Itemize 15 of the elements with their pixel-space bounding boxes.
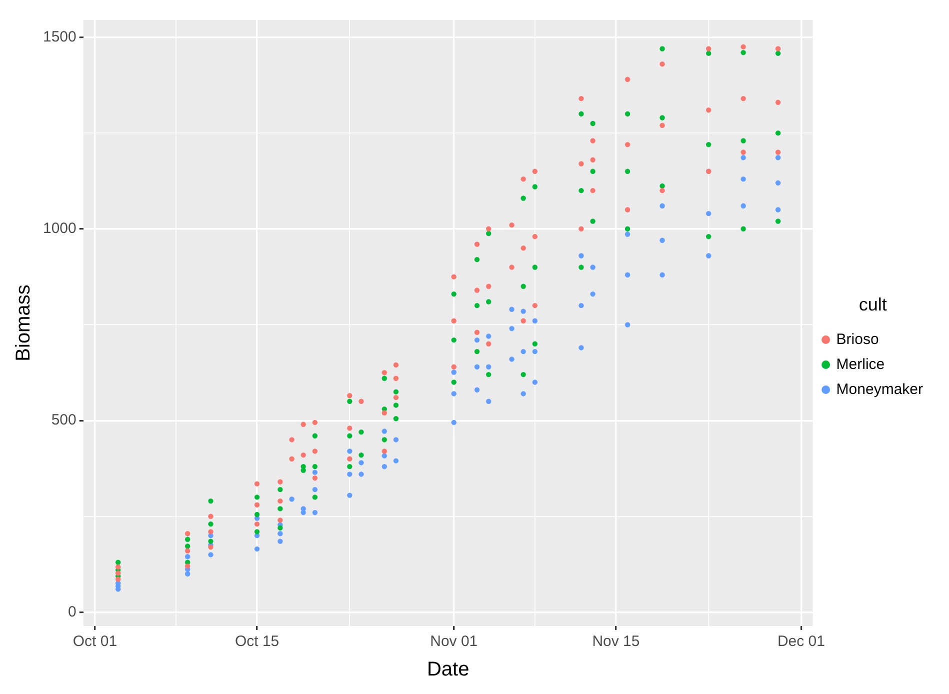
legend-label: Brioso — [836, 330, 879, 348]
y-tick-label: 0 — [68, 603, 76, 620]
y-tick-label: 500 — [51, 412, 76, 429]
y-tick-label: 1500 — [42, 28, 76, 46]
x-tick-label: Oct 01 — [72, 633, 118, 650]
y-tick-label: 1000 — [42, 220, 76, 238]
x-tick-label: Nov 15 — [592, 633, 640, 650]
legend-label: Merlice — [836, 356, 885, 373]
legend-label: Moneymaker — [836, 380, 924, 398]
x-tick-label: Dec 01 — [777, 633, 825, 650]
x-tick-label: Oct 15 — [234, 633, 280, 650]
y-axis-title: Biomass — [12, 284, 35, 362]
x-tick-label: Nov 01 — [430, 633, 478, 650]
x-axis-title: Date — [426, 658, 470, 681]
legend-title: cult — [858, 294, 887, 315]
